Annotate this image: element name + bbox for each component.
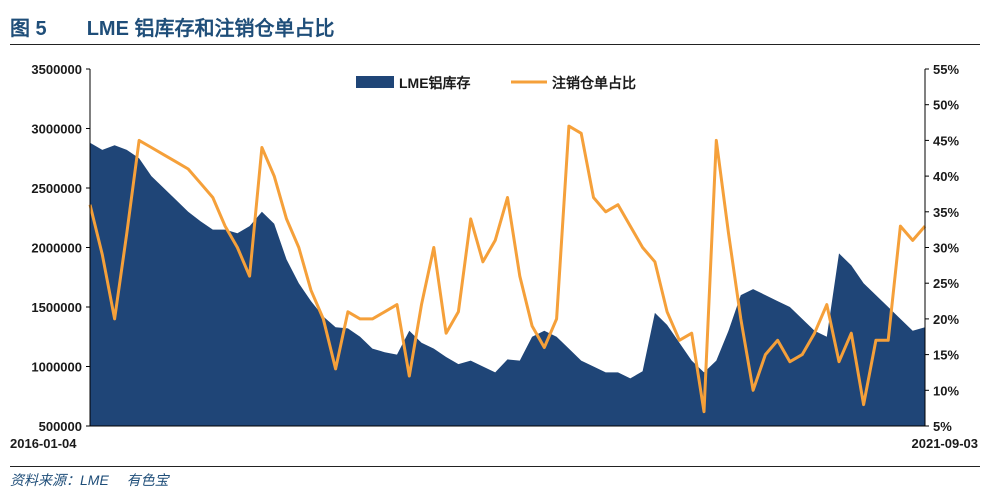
right-tick-label: 10% — [933, 383, 959, 398]
left-axis-labels: 500000 1000000 1500000 2000000 2500000 300000… — [31, 62, 82, 434]
left-tick-label: 2500000 — [31, 181, 82, 196]
axes-layer — [86, 68, 929, 427]
x-start-label: 2016-01-04 — [10, 436, 77, 451]
right-tick-label: 40% — [933, 169, 959, 184]
left-tick-label: 3000000 — [31, 122, 82, 137]
right-tick-label: 35% — [933, 205, 959, 220]
legend-swatch-inventory — [356, 76, 394, 88]
right-axis-labels: 5% 10% 15% 20% 25% 30% 35% 40% 45% 50% 55% — [933, 62, 959, 434]
source-note: 资料来源：LME 有色宝 — [10, 472, 169, 488]
right-tick-label: 50% — [933, 98, 959, 113]
right-tick-label: 55% — [933, 62, 959, 77]
figure-header: 图 5 LME 铝库存和注销仓单占比 — [10, 10, 334, 42]
right-tick-label: 30% — [933, 241, 959, 256]
right-tick-label: 45% — [933, 133, 959, 148]
top-rule — [10, 44, 980, 45]
bottom-rule — [10, 466, 980, 467]
figure-number: 图 5 — [10, 17, 47, 40]
right-tick-label: 20% — [933, 312, 959, 327]
left-tick-label: 3500000 — [31, 62, 82, 77]
series-layer — [88, 124, 927, 427]
left-tick-label: 1500000 — [31, 300, 82, 315]
left-tick-label: 1000000 — [31, 360, 82, 375]
left-tick-label: 500000 — [39, 419, 82, 434]
right-tick-label: 15% — [933, 348, 959, 363]
left-tick-label: 2000000 — [31, 241, 82, 256]
figure-title: LME 铝库存和注销仓单占比 — [86, 17, 335, 40]
inventory-area — [90, 142, 925, 427]
legend-label-inventory: LME铝库存 — [399, 75, 471, 91]
ratio-line — [88, 124, 927, 414]
x-end-label: 2021-09-03 — [912, 436, 979, 451]
chart: 500000 1000000 1500000 2000000 2500000 300000… — [10, 62, 979, 451]
right-tick-label: 25% — [933, 276, 959, 291]
legend: LME铝库存 注销仓单占比 — [356, 75, 636, 91]
legend-label-ratio: 注销仓单占比 — [552, 75, 636, 91]
right-tick-label: 5% — [933, 419, 952, 434]
